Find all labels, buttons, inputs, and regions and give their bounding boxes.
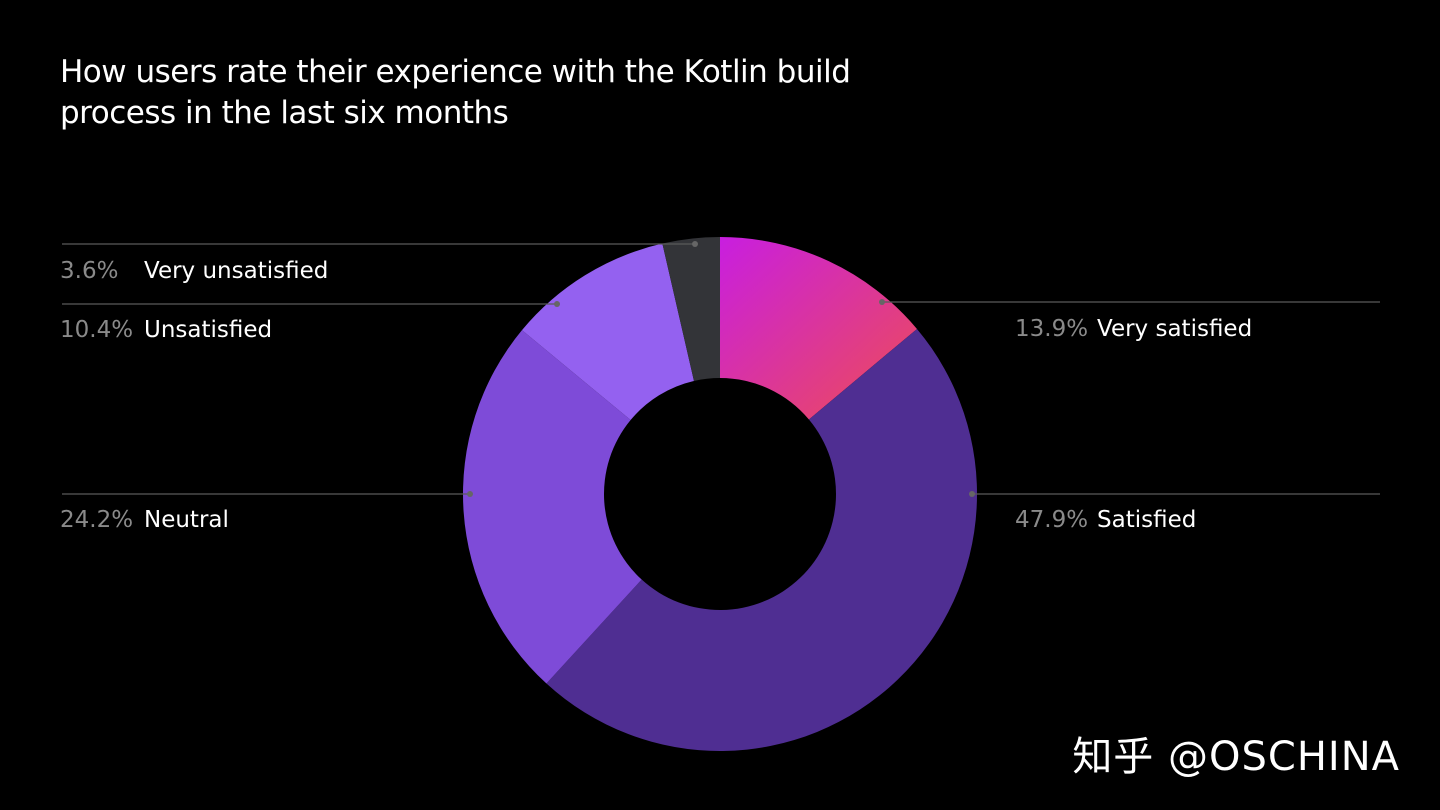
chart-title: How users rate their experience with the…	[60, 54, 851, 131]
data-label-category: Neutral	[144, 507, 229, 533]
slice-satisfied	[546, 328, 978, 752]
leader-dot	[692, 241, 698, 247]
slice-unsatisfied	[521, 243, 694, 421]
data-label-category: Unsatisfied	[144, 317, 272, 343]
leader-dot	[879, 299, 885, 305]
data-label-category: Satisfied	[1097, 507, 1196, 533]
watermark: 知乎 @OSCHINA	[1072, 734, 1400, 780]
slice-neutral	[462, 330, 642, 684]
data-label-category: Very unsatisfied	[144, 258, 328, 284]
data-label-percent: 24.2%	[60, 507, 133, 533]
slice-very-satisfied	[720, 237, 917, 420]
leader-dot	[969, 491, 975, 497]
data-label-percent: 10.4%	[60, 317, 133, 343]
data-label-category: Very satisfied	[1097, 316, 1252, 342]
slice-very-unsatisfied	[662, 237, 720, 381]
data-label-percent: 3.6%	[60, 258, 118, 284]
data-label-percent: 13.9%	[1015, 316, 1088, 342]
data-label-percent: 47.9%	[1015, 507, 1088, 533]
leader-dot	[467, 491, 473, 497]
leader-dot	[554, 301, 560, 307]
